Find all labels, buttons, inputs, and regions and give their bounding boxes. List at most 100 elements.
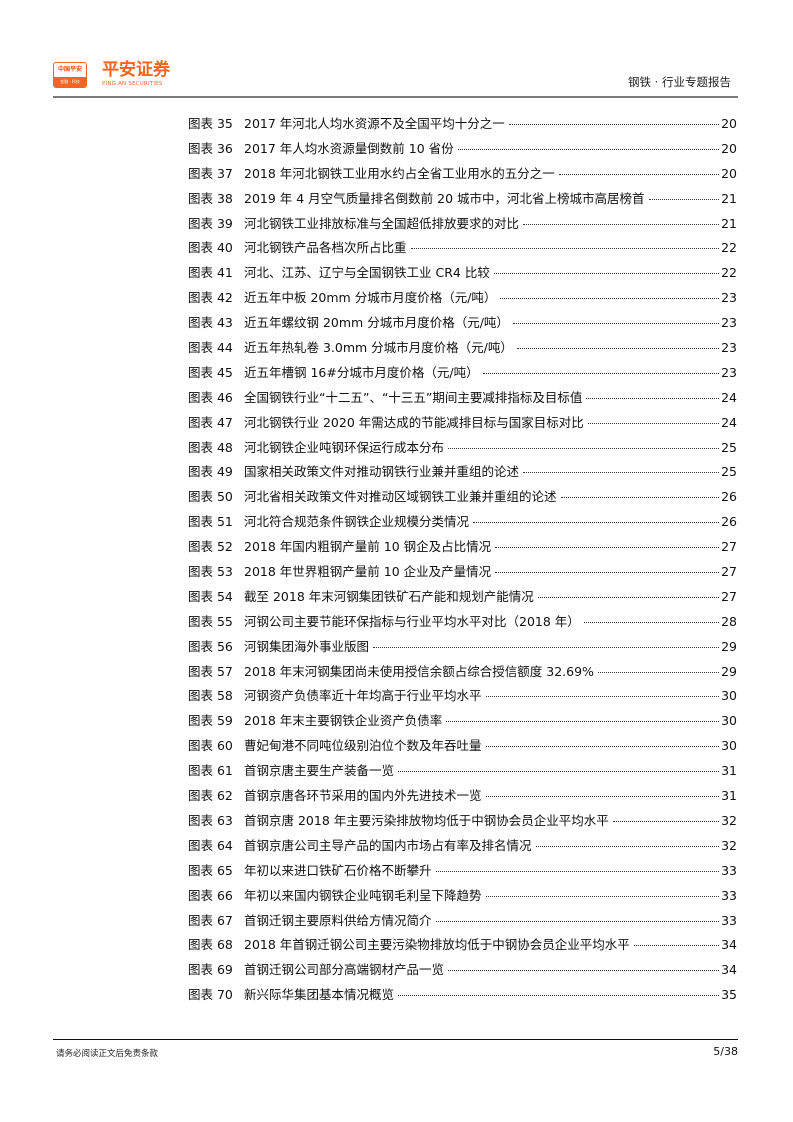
toc-entry[interactable]: 图表 65 年初以来进口铁矿石价格不断攀升 33 [188, 861, 737, 886]
figure-title: 首钢京唐各环节采用的国内外先进技术一览 [244, 788, 482, 804]
toc-entry[interactable]: 图表 59 2018 年末主要钢铁企业资产负债率 30 [188, 711, 737, 736]
table-of-figures: 图表 35 2017 年河北人均水资源不及全国平均十分之一 20 图表 36 2017 … [188, 114, 737, 1010]
figure-page: 31 [721, 763, 737, 779]
figure-label: 图表 48 [188, 439, 233, 455]
figure-page: 33 [721, 887, 737, 903]
figure-title: 近五年槽钢 16#分城市月度价格（元/吨） [244, 364, 479, 380]
figure-title: 年初以来国内钢铁企业吨钢毛利呈下降趋势 [244, 887, 482, 903]
dot-leader [523, 472, 720, 474]
toc-entry[interactable]: 图表 54 截至 2018 年末河钢集团铁矿石产能和规划产能情况 27 [188, 587, 737, 612]
figure-page: 27 [721, 564, 737, 580]
figure-page: 32 [721, 837, 737, 853]
figure-page: 27 [721, 539, 737, 555]
toc-entry[interactable]: 图表 43 近五年螺纹钢 20mm 分城市月度价格（元/吨） 23 [188, 313, 737, 338]
figure-page: 30 [721, 713, 737, 729]
toc-entry[interactable]: 图表 41 河北、江苏、辽宁与全国钢铁工业 CR4 比较 22 [188, 263, 737, 288]
toc-entry[interactable]: 图表 49 国家相关政策文件对推动钢铁行业兼并重组的论述 25 [188, 462, 737, 487]
toc-entry[interactable]: 图表 35 2017 年河北人均水资源不及全国平均十分之一 20 [188, 114, 737, 139]
brand: 平安证券 PING AN SECURITIES [102, 60, 170, 88]
figure-page: 23 [721, 364, 737, 380]
figure-page: 24 [721, 414, 737, 430]
dot-leader [435, 870, 720, 872]
toc-entry[interactable]: 图表 56 河钢集团海外事业版图 29 [188, 637, 737, 662]
toc-entry[interactable]: 图表 38 2019 年 4 月空气质量排名倒数前 20 城市中，河北省上榜城市高… [188, 189, 737, 214]
dot-leader [398, 771, 720, 773]
footer-divider [53, 1039, 738, 1040]
toc-entry[interactable]: 图表 70 新兴际华集团基本情况概览 35 [188, 985, 737, 1010]
dot-leader [587, 422, 720, 424]
toc-entry[interactable]: 图表 61 首钢京唐主要生产装备一览 31 [188, 761, 737, 786]
figure-label: 图表 54 [188, 588, 233, 604]
toc-entry[interactable]: 图表 64 首钢京唐公司主导产品的国内市场占有率及排名情况 32 [188, 836, 737, 861]
figure-title: 2018 年河北钢铁工业用水约占全省工业用水的五分之一 [244, 165, 555, 181]
figure-title: 2018 年首钢迁钢公司主要污染物排放均低于中钢协会员企业平均水平 [244, 937, 630, 953]
figure-label: 图表 65 [188, 862, 233, 878]
dot-leader [612, 820, 720, 822]
dot-leader [586, 397, 720, 399]
figure-title: 首钢京唐 2018 年主要污染排放物均低于中钢协会员企业平均水平 [244, 812, 609, 828]
figure-title: 2017 年人均水资源量倒数前 10 省份 [244, 140, 454, 156]
toc-entry[interactable]: 图表 36 2017 年人均水资源量倒数前 10 省份 20 [188, 139, 737, 164]
dot-leader [500, 298, 720, 300]
dot-leader [435, 920, 720, 922]
toc-entry[interactable]: 图表 63 首钢京唐 2018 年主要污染排放物均低于中钢协会员企业平均水平 32 [188, 811, 737, 836]
toc-entry[interactable]: 图表 40 河北钢铁产品各档次所占比重 22 [188, 238, 737, 263]
figure-title: 首钢迁钢公司部分高端钢材产品一览 [244, 962, 445, 978]
figure-page: 20 [721, 116, 737, 131]
brand-name-en: PING AN SECURITIES [102, 81, 163, 87]
figure-title: 河钢资产负债率近十年均高于行业平均水平 [244, 688, 482, 704]
figure-label: 图表 51 [188, 514, 233, 530]
toc-entry[interactable]: 图表 48 河北钢铁企业吨钢环保运行成本分布 25 [188, 438, 737, 463]
figure-title: 2019 年 4 月空气质量排名倒数前 20 城市中，河北省上榜城市高居榜首 [244, 190, 645, 206]
toc-entry[interactable]: 图表 68 2018 年首钢迁钢公司主要污染物排放均低于中钢协会员企业平均水平 34 [188, 935, 737, 960]
figure-label: 图表 43 [188, 315, 233, 331]
figure-page: 30 [721, 688, 737, 704]
figure-title: 国家相关政策文件对推动钢铁行业兼并重组的论述 [244, 464, 520, 480]
toc-entry[interactable]: 图表 39 河北钢铁工业排放标准与全国超低排放要求的对比 21 [188, 214, 737, 239]
header-divider [53, 96, 738, 98]
figure-label: 图表 68 [188, 937, 233, 953]
figure-title: 2018 年国内粗钢产量前 10 钢企及占比情况 [244, 539, 492, 555]
figure-title: 河北钢铁工业排放标准与全国超低排放要求的对比 [244, 215, 520, 231]
dot-leader [523, 223, 720, 225]
toc-entry[interactable]: 图表 66 年初以来国内钢铁企业吨钢毛利呈下降趋势 33 [188, 886, 737, 911]
toc-entry[interactable]: 图表 57 2018 年末河钢集团尚未使用授信余额占综合授信额度 32.69% 29 [188, 662, 737, 687]
toc-entry[interactable]: 图表 53 2018 年世界粗钢产量前 10 企业及产量情况 27 [188, 562, 737, 587]
dot-leader [516, 348, 720, 350]
dot-leader [398, 995, 720, 997]
toc-entry[interactable]: 图表 44 近五年热轧卷 3.0mm 分城市月度价格（元/吨） 23 [188, 338, 737, 363]
figure-title: 首钢京唐主要生产装备一览 [244, 763, 395, 779]
toc-entry[interactable]: 图表 60 曹妃甸港不同吨位级别泊位个数及年吞吐量 30 [188, 736, 737, 761]
toc-entry[interactable]: 图表 46 全国钢铁行业“十二五”、“十三五”期间主要减排指标及目标值 24 [188, 388, 737, 413]
figure-page: 27 [721, 588, 737, 604]
figure-title: 2017 年河北人均水资源不及全国平均十分之一 [244, 116, 505, 131]
dot-leader [558, 173, 720, 175]
dot-leader [482, 372, 720, 374]
toc-entry[interactable]: 图表 47 河北钢铁行业 2020 年需达成的节能减排目标与国家目标对比 24 [188, 413, 737, 438]
figure-label: 图表 50 [188, 489, 233, 505]
toc-entry[interactable]: 图表 51 河北符合规范条件钢铁企业规模分类情况 26 [188, 512, 737, 537]
figure-page: 23 [721, 315, 737, 331]
report-type: 钢铁 · 行业专题报告 [628, 75, 731, 89]
toc-entry[interactable]: 图表 37 2018 年河北钢铁工业用水约占全省工业用水的五分之一 20 [188, 164, 737, 189]
figure-label: 图表 40 [188, 240, 233, 256]
toc-entry[interactable]: 图表 45 近五年槽钢 16#分城市月度价格（元/吨） 23 [188, 363, 737, 388]
ping-an-logo: 中国平安 金融 · 科技 [53, 62, 87, 88]
figure-label: 图表 57 [188, 663, 233, 679]
figure-label: 图表 41 [188, 265, 233, 281]
toc-entry[interactable]: 图表 62 首钢京唐各环节采用的国内外先进技术一览 31 [188, 786, 737, 811]
toc-entry[interactable]: 图表 55 河钢公司主要节能环保指标与行业平均水平对比（2018 年） 28 [188, 612, 737, 637]
toc-entry[interactable]: 图表 42 近五年中板 20mm 分城市月度价格（元/吨） 23 [188, 288, 737, 313]
toc-entry[interactable]: 图表 50 河北省相关政策文件对推动区域钢铁工业兼并重组的论述 26 [188, 487, 737, 512]
figure-page: 29 [721, 663, 737, 679]
toc-entry[interactable]: 图表 52 2018 年国内粗钢产量前 10 钢企及占比情况 27 [188, 537, 737, 562]
figure-label: 图表 60 [188, 738, 233, 754]
figure-page: 26 [721, 489, 737, 505]
dot-leader [485, 796, 720, 798]
figure-page: 30 [721, 738, 737, 754]
figure-page: 21 [721, 190, 737, 206]
toc-entry[interactable]: 图表 58 河钢资产负债率近十年均高于行业平均水平 30 [188, 686, 737, 711]
toc-entry[interactable]: 图表 69 首钢迁钢公司部分高端钢材产品一览 34 [188, 960, 737, 985]
figure-title: 全国钢铁行业“十二五”、“十三五”期间主要减排指标及目标值 [244, 389, 583, 405]
toc-entry[interactable]: 图表 67 首钢迁钢主要原料供给方情况简介 33 [188, 911, 737, 936]
